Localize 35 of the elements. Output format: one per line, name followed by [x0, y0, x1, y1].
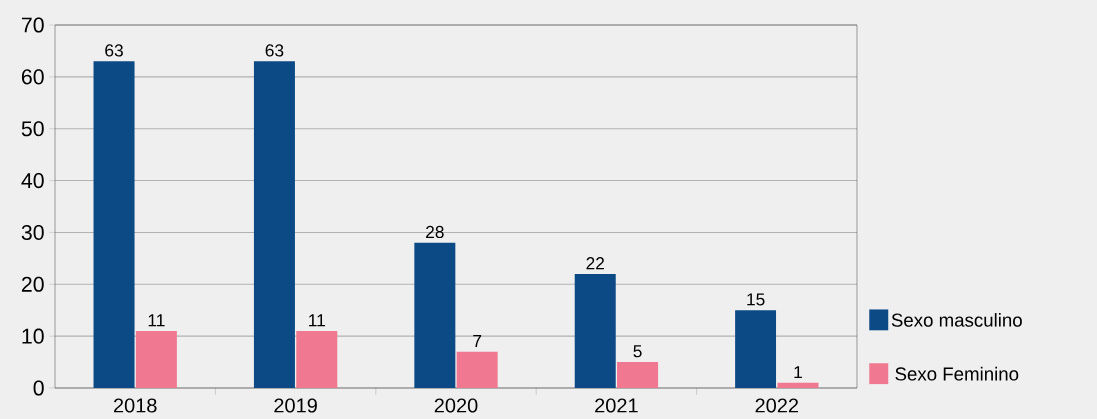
bar	[456, 351, 498, 388]
y-tick-label: 10	[22, 328, 44, 344]
y-tick-label: 50	[21, 121, 44, 137]
data-label: 1	[794, 366, 802, 379]
legend-label: Sexo masculino	[891, 313, 1022, 327]
data-label: 7	[473, 335, 482, 347]
bar	[135, 330, 177, 388]
bar	[414, 242, 456, 388]
data-label: 22	[586, 257, 604, 270]
bar	[253, 61, 295, 388]
x-tick-label: 2019	[274, 398, 317, 413]
bar	[574, 273, 616, 388]
legend-label: Sexo Feminino	[895, 366, 1019, 381]
bar	[617, 362, 659, 388]
data-label: 11	[309, 314, 325, 327]
y-tick-label: 60	[21, 69, 44, 85]
y-tick-label: 0	[33, 380, 44, 396]
bar	[93, 61, 135, 388]
data-label: 28	[426, 225, 444, 239]
y-tick-label: 40	[21, 173, 44, 189]
x-tick-label: 2022	[755, 398, 799, 413]
data-label: 15	[747, 293, 765, 306]
bar	[296, 330, 338, 388]
data-label: 63	[105, 44, 123, 57]
bar	[735, 310, 777, 388]
x-tick-label: 2020	[434, 398, 478, 413]
data-label: 5	[633, 345, 642, 358]
data-label: 11	[148, 314, 165, 327]
bar	[777, 382, 819, 388]
x-tick-label: 2021	[595, 398, 638, 413]
y-tick-label: 30	[21, 224, 44, 240]
y-tick-label: 70	[21, 17, 44, 33]
x-tick-label: 2018	[113, 398, 157, 413]
y-tick-label: 20	[21, 276, 44, 292]
data-label: 63	[265, 44, 284, 57]
